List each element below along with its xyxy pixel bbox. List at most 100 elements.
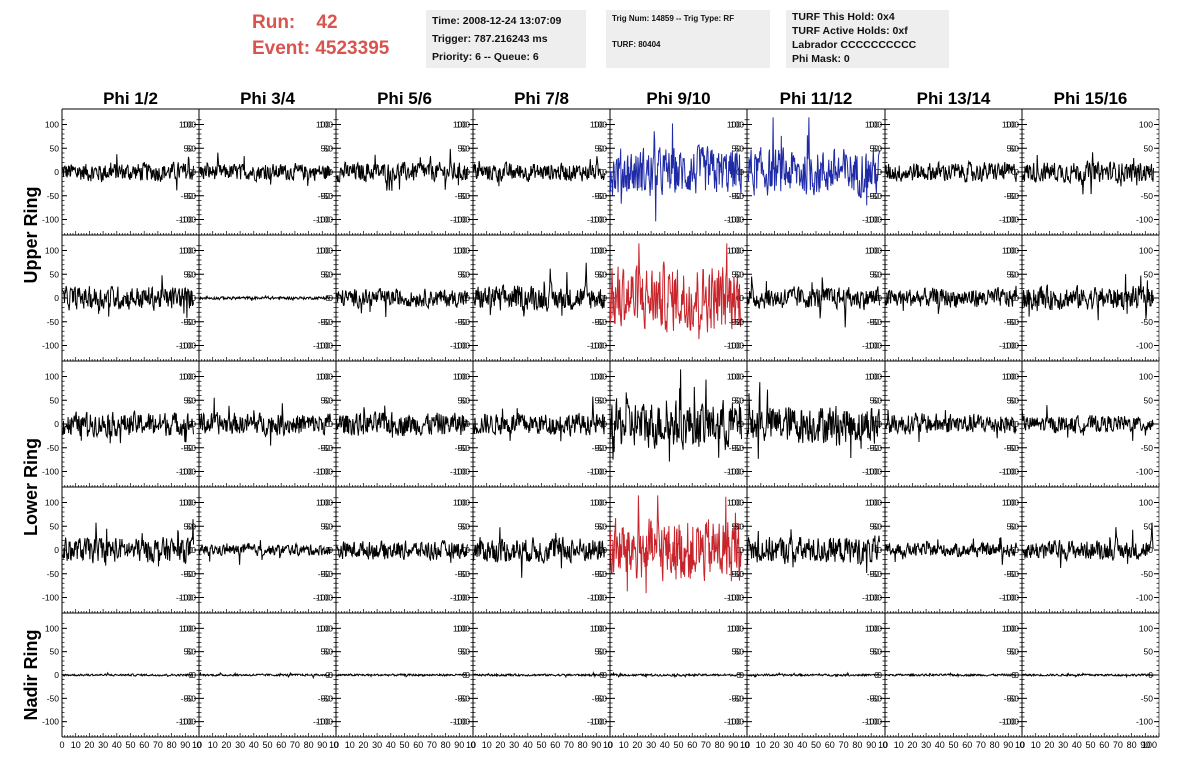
y-tick-label-left: 50 bbox=[324, 269, 334, 279]
y-tick-label-right: -100 bbox=[724, 467, 741, 477]
y-tick-label-left: 100 bbox=[456, 498, 470, 508]
y-tick-label-right: -100 bbox=[724, 593, 741, 603]
waveform-trace bbox=[884, 285, 1017, 314]
x-tick-label: 20 bbox=[221, 740, 231, 750]
y-tick-label-right: 0 bbox=[874, 545, 879, 555]
waveform-trace bbox=[472, 262, 605, 317]
panel-r1-c5: -100 -100 -50 -50 0 0 50 50 100 100 bbox=[590, 109, 748, 236]
y-tick-label-left: -50 bbox=[1007, 191, 1020, 201]
x-tick-label: 100 bbox=[1142, 740, 1157, 750]
y-tick-label-right: 50 bbox=[595, 521, 605, 531]
x-tick-label: 70 bbox=[701, 740, 711, 750]
y-tick-label-right: 100 bbox=[453, 120, 467, 130]
x-tick-label: 60 bbox=[276, 740, 286, 750]
y-tick-label-right: -100 bbox=[587, 593, 604, 603]
x-tick-label: 60 bbox=[962, 740, 972, 750]
phi-mask-text: Phi Mask: 0 bbox=[792, 53, 850, 65]
y-tick-label-left: 100 bbox=[1005, 120, 1019, 130]
y-tick-label-left: 50 bbox=[598, 269, 608, 279]
y-tick-label-left: -50 bbox=[595, 569, 608, 579]
y-tick-label-right: 50 bbox=[1007, 395, 1017, 405]
y-tick-label-left: -50 bbox=[321, 569, 334, 579]
x-tick-label: 30 bbox=[509, 740, 519, 750]
y-tick-label-right: 50 bbox=[1007, 269, 1017, 279]
y-tick-label-left: 100 bbox=[593, 120, 607, 130]
x-tick-label: 80 bbox=[1127, 740, 1137, 750]
y-tick-label-right: -50 bbox=[729, 443, 742, 453]
y-tick-label-left: 0 bbox=[602, 670, 607, 680]
y-tick-label-left: -50 bbox=[595, 317, 608, 327]
x-tick-label: 70 bbox=[290, 740, 300, 750]
y-tick-label-left: 50 bbox=[324, 395, 334, 405]
waveform-trace bbox=[746, 671, 880, 678]
y-tick-label-right: 100 bbox=[590, 498, 604, 508]
y-tick-label-left: -100 bbox=[865, 717, 882, 727]
y-tick-label-right: -100 bbox=[999, 341, 1016, 351]
y-tick-label-left: -50 bbox=[870, 693, 883, 703]
y-tick-label-left: -50 bbox=[1007, 693, 1020, 703]
y-tick-label-left: 0 bbox=[54, 670, 59, 680]
waveform-trace bbox=[884, 672, 1017, 678]
y-tick-label-right: -50 bbox=[181, 569, 194, 579]
panel-r1-c6: -100 -100 -50 -50 0 0 50 50 100 100 bbox=[727, 109, 886, 236]
y-tick-label-right: -50 bbox=[1004, 317, 1017, 327]
y-tick-label-left: 0 bbox=[328, 419, 333, 429]
y-tick-label-left: 0 bbox=[602, 545, 607, 555]
x-tick-label: 10 bbox=[208, 740, 218, 750]
y-tick-label-right: 50 bbox=[595, 143, 605, 153]
y-tick-label-left: -100 bbox=[453, 717, 470, 727]
waveform-trace bbox=[198, 294, 331, 302]
y-tick-label-right: 100 bbox=[727, 246, 741, 256]
y-tick-label-left: 100 bbox=[182, 623, 196, 633]
y-tick-label-left: 50 bbox=[50, 143, 60, 153]
y-tick-label-right: 0 bbox=[874, 167, 879, 177]
x-tick-label: 50 bbox=[536, 740, 546, 750]
x-tick-label: 80 bbox=[715, 740, 725, 750]
y-tick-label-left: 50 bbox=[187, 647, 197, 657]
x-tick-label: 40 bbox=[660, 740, 670, 750]
y-tick-label-left: 0 bbox=[877, 293, 882, 303]
y-tick-label-right: -100 bbox=[1136, 341, 1153, 351]
y-tick-label-right: 0 bbox=[462, 545, 467, 555]
y-tick-label-left: 0 bbox=[191, 293, 196, 303]
y-tick-label-right: 100 bbox=[590, 120, 604, 130]
waveform-trace bbox=[335, 148, 468, 191]
y-tick-label-left: 100 bbox=[319, 246, 333, 256]
y-tick-label-right: 50 bbox=[870, 647, 880, 657]
y-tick-label-left: 50 bbox=[50, 647, 60, 657]
y-tick-label-left: -100 bbox=[316, 215, 333, 225]
y-tick-label-right: -100 bbox=[313, 593, 330, 603]
y-tick-label-right: 100 bbox=[865, 372, 879, 382]
y-tick-label-right: -50 bbox=[867, 569, 880, 579]
y-tick-label-left: 0 bbox=[54, 419, 59, 429]
y-tick-label-left: 50 bbox=[598, 647, 608, 657]
x-tick-label: 0 bbox=[882, 740, 887, 750]
event-row: Event: 4523395 bbox=[252, 36, 389, 62]
y-tick-label-left: -50 bbox=[870, 443, 883, 453]
x-tick-label: 20 bbox=[84, 740, 94, 750]
y-tick-label-right: 100 bbox=[179, 498, 193, 508]
y-tick-label-right: 0 bbox=[874, 419, 879, 429]
y-tick-label-left: 50 bbox=[735, 143, 745, 153]
y-tick-label-right: -100 bbox=[862, 717, 879, 727]
x-tick-label: 30 bbox=[646, 740, 656, 750]
panel-r2-c3: -100 -100 -50 -50 0 0 50 50 100 100 bbox=[316, 235, 474, 362]
y-tick-label-right: -50 bbox=[318, 443, 331, 453]
x-tick-label: 20 bbox=[907, 740, 917, 750]
x-tick-label: 10 bbox=[345, 740, 355, 750]
x-tick-label: 10 bbox=[466, 740, 476, 750]
y-tick-label-right: 100 bbox=[1002, 623, 1016, 633]
x-tick-label: 50 bbox=[262, 740, 272, 750]
y-tick-label-right: 100 bbox=[316, 623, 330, 633]
y-tick-label-right: 100 bbox=[727, 372, 741, 382]
x-tick-label: 0 bbox=[59, 740, 64, 750]
y-tick-label-left: -100 bbox=[179, 341, 196, 351]
y-tick-label-left: -50 bbox=[458, 443, 471, 453]
y-tick-label-right: 50 bbox=[870, 395, 880, 405]
y-tick-label-left: -50 bbox=[321, 693, 334, 703]
y-tick-label-left: 50 bbox=[873, 647, 883, 657]
y-tick-label-right: 50 bbox=[321, 395, 331, 405]
event-label: Event: bbox=[252, 38, 311, 59]
y-tick-label-left: 0 bbox=[191, 419, 196, 429]
